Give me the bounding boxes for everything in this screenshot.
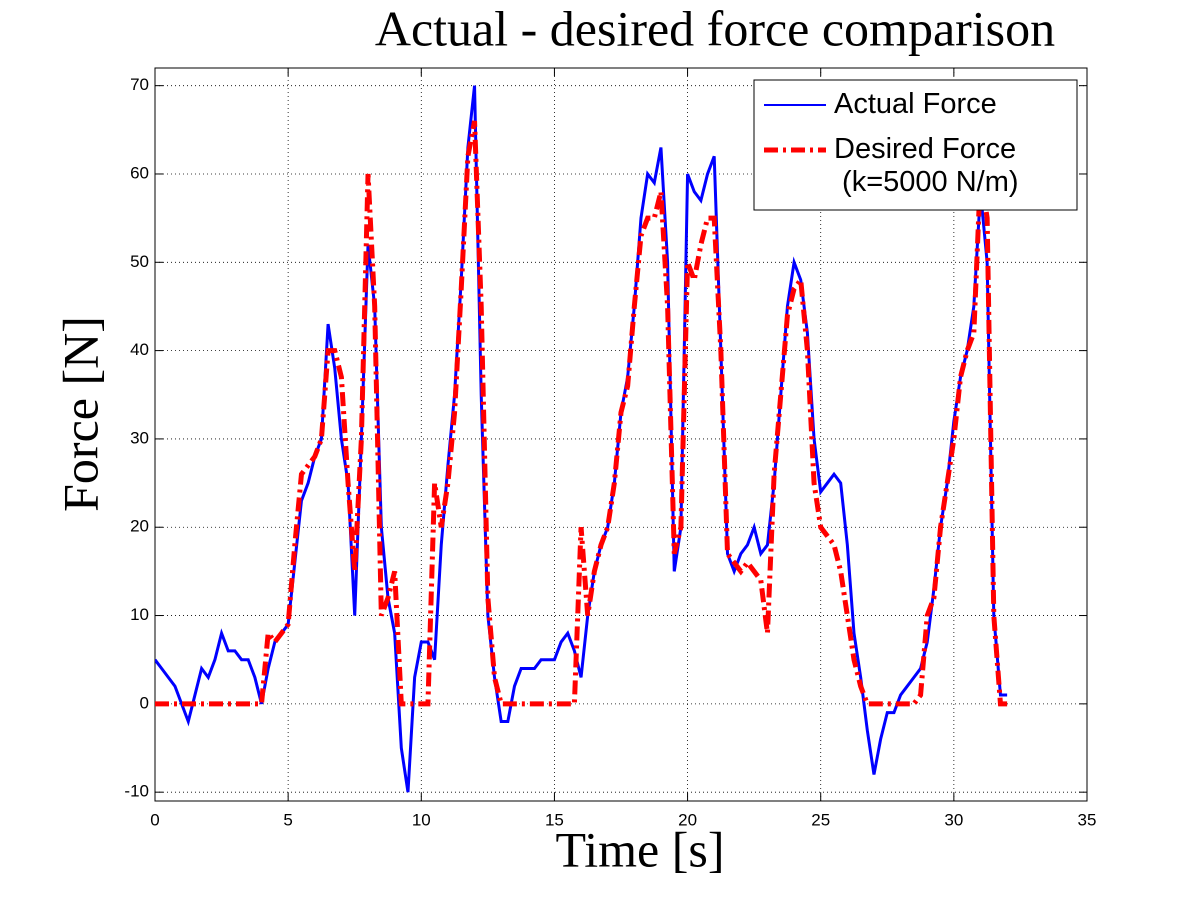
legend-label: Actual Force [834,88,997,120]
x-axis-label: Time [s] [555,821,724,877]
x-tick-label: 0 [150,810,159,829]
y-tick-label: 50 [130,252,149,271]
legend-label: Desired Force (k=5000 N/m) [834,133,1019,198]
x-tick-label: 20 [678,810,697,829]
plot-frame [154,67,1088,802]
y-tick-label: 40 [130,340,149,359]
data-line [155,120,1008,707]
y-tick-label: 20 [130,517,149,536]
data-line [155,85,1008,793]
y-tick-label: 70 [130,75,149,94]
x-tick-label: 35 [1078,810,1097,829]
y-tick-label: 60 [130,163,149,182]
x-tick-label: 15 [545,810,564,829]
y-tick-label: 10 [130,605,149,624]
chart-title: Actual - desired force comparison [375,0,1055,56]
legend-box [753,79,1078,211]
y-axis-label: Force [N] [52,316,108,512]
x-tick-label: 25 [811,810,830,829]
x-tick-label: 30 [944,810,963,829]
y-tick-label: -10 [124,782,149,801]
x-tick-label: 5 [283,810,292,829]
y-tick-label: 30 [130,428,149,447]
x-tick-label: 10 [412,810,431,829]
y-tick-label: 0 [140,693,149,712]
